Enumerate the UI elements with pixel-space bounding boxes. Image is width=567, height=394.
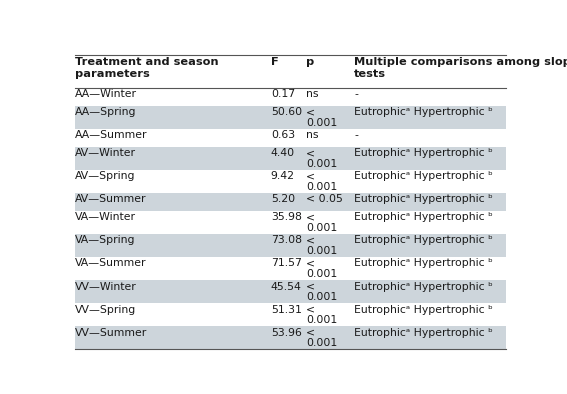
Text: Eutrophicᵃ Hypertrophic ᵇ: Eutrophicᵃ Hypertrophic ᵇ xyxy=(354,328,493,338)
Text: 53.96: 53.96 xyxy=(271,328,302,338)
Text: < 0.05: < 0.05 xyxy=(306,194,343,204)
Text: 50.60: 50.60 xyxy=(271,107,302,117)
Text: VV—Spring: VV—Spring xyxy=(75,305,137,314)
Text: AV—Spring: AV—Spring xyxy=(75,171,136,181)
Bar xyxy=(75,234,506,257)
Text: Multiple comparisons among slopes post hoc
tests: Multiple comparisons among slopes post h… xyxy=(354,57,567,79)
Text: <: < xyxy=(306,171,315,181)
Text: 0.17: 0.17 xyxy=(271,89,295,99)
Text: 35.98: 35.98 xyxy=(271,212,302,222)
Text: 0.001: 0.001 xyxy=(306,159,337,169)
Text: AA—Spring: AA—Spring xyxy=(75,107,137,117)
Text: Eutrophicᵃ Hypertrophic ᵇ: Eutrophicᵃ Hypertrophic ᵇ xyxy=(354,107,493,117)
Text: 51.31: 51.31 xyxy=(271,305,302,314)
Text: 4.40: 4.40 xyxy=(271,148,295,158)
Text: Eutrophicᵃ Hypertrophic ᵇ: Eutrophicᵃ Hypertrophic ᵇ xyxy=(354,148,493,158)
Text: 0.001: 0.001 xyxy=(306,246,337,256)
Bar xyxy=(75,280,506,303)
Text: VV—Summer: VV—Summer xyxy=(75,328,147,338)
Text: F: F xyxy=(271,57,278,67)
Bar xyxy=(75,326,506,349)
Text: <: < xyxy=(306,236,315,245)
Text: 71.57: 71.57 xyxy=(271,258,302,268)
Text: 9.42: 9.42 xyxy=(271,171,295,181)
Text: Eutrophicᵃ Hypertrophic ᵇ: Eutrophicᵃ Hypertrophic ᵇ xyxy=(354,236,493,245)
Text: Eutrophicᵃ Hypertrophic ᵇ: Eutrophicᵃ Hypertrophic ᵇ xyxy=(354,171,493,181)
Text: VA—Spring: VA—Spring xyxy=(75,236,136,245)
Text: Treatment and season
parameters: Treatment and season parameters xyxy=(75,57,219,79)
Text: p: p xyxy=(306,57,314,67)
Text: 0.001: 0.001 xyxy=(306,292,337,302)
Text: 0.001: 0.001 xyxy=(306,338,337,348)
Text: VA—Winter: VA—Winter xyxy=(75,212,136,222)
Text: VA—Summer: VA—Summer xyxy=(75,258,147,268)
Text: Eutrophicᵃ Hypertrophic ᵇ: Eutrophicᵃ Hypertrophic ᵇ xyxy=(354,194,493,204)
Text: ns: ns xyxy=(306,130,319,140)
Text: 5.20: 5.20 xyxy=(271,194,295,204)
Text: <: < xyxy=(306,107,315,117)
Text: 0.001: 0.001 xyxy=(306,269,337,279)
Text: <: < xyxy=(306,305,315,314)
Text: <: < xyxy=(306,282,315,292)
Text: Eutrophicᵃ Hypertrophic ᵇ: Eutrophicᵃ Hypertrophic ᵇ xyxy=(354,305,493,314)
Text: -: - xyxy=(354,89,358,99)
Bar xyxy=(75,147,506,170)
Text: Eutrophicᵃ Hypertrophic ᵇ: Eutrophicᵃ Hypertrophic ᵇ xyxy=(354,282,493,292)
Text: Eutrophicᵃ Hypertrophic ᵇ: Eutrophicᵃ Hypertrophic ᵇ xyxy=(354,212,493,222)
Text: <: < xyxy=(306,148,315,158)
Text: <: < xyxy=(306,258,315,268)
Text: 0.001: 0.001 xyxy=(306,315,337,325)
Text: 0.001: 0.001 xyxy=(306,223,337,233)
Text: <: < xyxy=(306,328,315,338)
Bar xyxy=(75,106,506,129)
Text: 0.001: 0.001 xyxy=(306,117,337,128)
Text: AA—Summer: AA—Summer xyxy=(75,130,148,140)
Text: 45.54: 45.54 xyxy=(271,282,302,292)
Text: Eutrophicᵃ Hypertrophic ᵇ: Eutrophicᵃ Hypertrophic ᵇ xyxy=(354,258,493,268)
Bar xyxy=(75,193,506,211)
Text: <: < xyxy=(306,212,315,222)
Text: AV—Winter: AV—Winter xyxy=(75,148,136,158)
Text: 73.08: 73.08 xyxy=(271,236,302,245)
Text: AV—Summer: AV—Summer xyxy=(75,194,147,204)
Text: VV—Winter: VV—Winter xyxy=(75,282,137,292)
Text: 0.63: 0.63 xyxy=(271,130,295,140)
Text: AA—Winter: AA—Winter xyxy=(75,89,137,99)
Text: -: - xyxy=(354,130,358,140)
Text: 0.001: 0.001 xyxy=(306,182,337,191)
Text: ns: ns xyxy=(306,89,319,99)
